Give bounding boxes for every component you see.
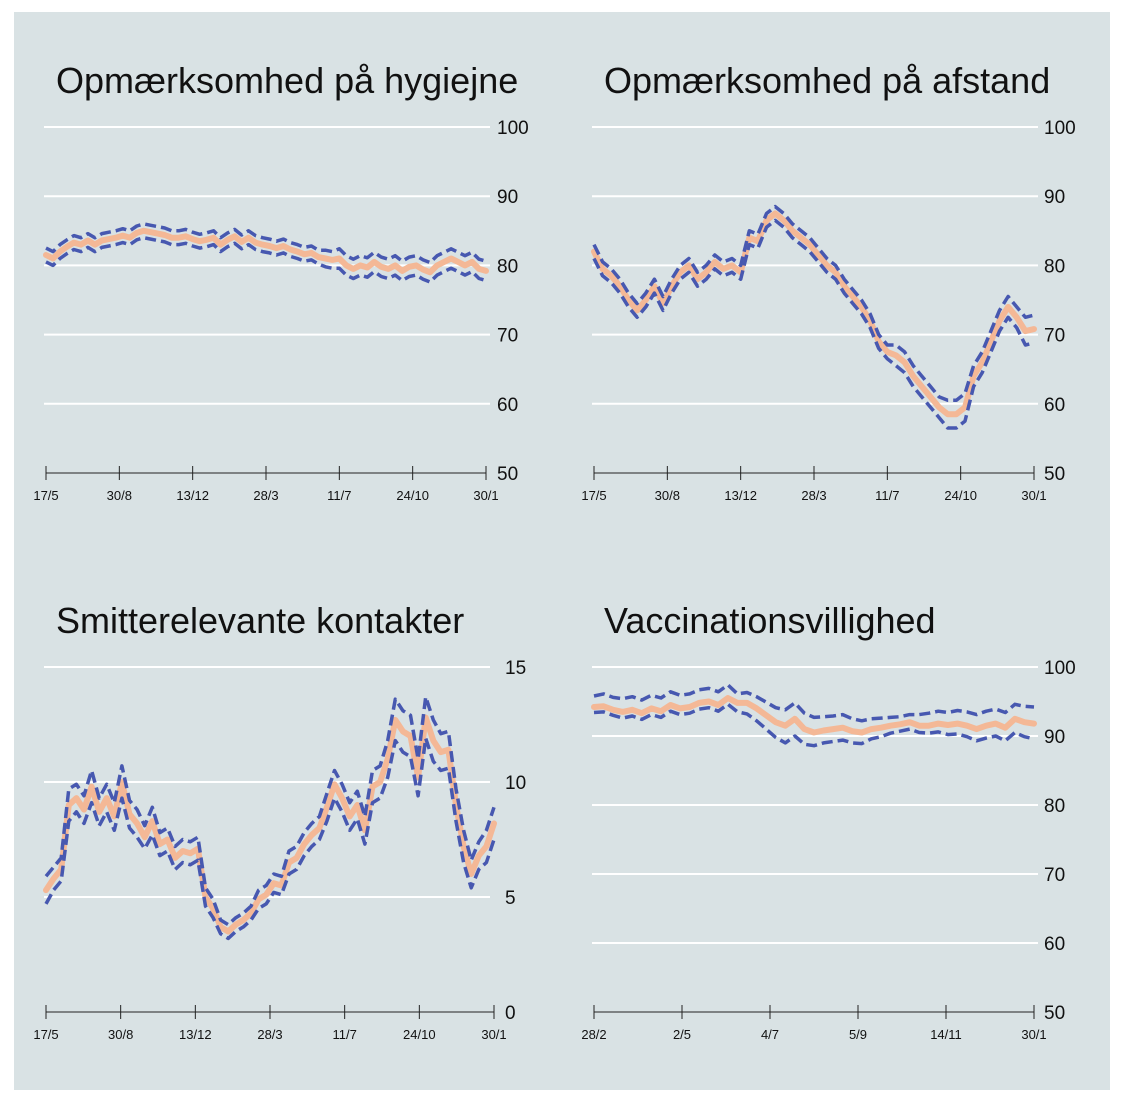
estimate-line [591, 695, 1037, 736]
x-tick-label: 11/7 [332, 1027, 356, 1042]
x-tick-label: 4/7 [761, 1027, 779, 1042]
x-tick-label: 24/10 [396, 488, 429, 503]
chart-distance: Opmærksomhed på afstand 50 60 70 80 90 100 17/… [581, 60, 1075, 503]
y-tick-label: 100 [1044, 118, 1076, 139]
x-tick-label: 17/5 [33, 488, 58, 503]
x-tick-label: 11/7 [875, 488, 899, 503]
chart-title: Opmærksomhed på hygiejne [56, 60, 518, 101]
x-tick-label: 30/8 [107, 488, 132, 503]
y-tick-label: 100 [497, 118, 529, 139]
y-tick-label: 90 [1044, 727, 1065, 748]
upper-ci-line [592, 204, 1035, 403]
estimate-line [591, 210, 1037, 418]
upper-ci-line [45, 222, 487, 265]
x-tick-label: 30/1 [1021, 488, 1046, 503]
y-tick-label: 0 [505, 1003, 516, 1024]
y-tick-label: 50 [1044, 1003, 1065, 1024]
y-tick-label: 5 [505, 888, 516, 909]
lower-ci-line [44, 736, 496, 941]
estimate-line [43, 714, 497, 935]
x-tick-label: 13/12 [179, 1027, 212, 1042]
x-tick-label: 28/3 [253, 488, 278, 503]
x-tick-label: 30/1 [1021, 1027, 1046, 1042]
y-tick-label: 50 [497, 464, 518, 485]
x-tick-label: 24/10 [403, 1027, 436, 1042]
y-tick-label: 60 [497, 395, 518, 416]
lower-ci-line [592, 218, 1035, 430]
y-tick-label: 60 [1044, 934, 1065, 955]
y-tick-label: 90 [1044, 187, 1065, 208]
x-tick-label: 17/5 [33, 1027, 58, 1042]
x-tick-label: 17/5 [581, 488, 606, 503]
y-tick-label: 70 [497, 326, 518, 347]
y-tick-label: 10 [505, 773, 526, 794]
y-tick-label: 90 [497, 187, 518, 208]
y-tick-label: 70 [1044, 326, 1065, 347]
chart-panel-background [14, 12, 1110, 1090]
y-tick-label: 100 [1044, 658, 1076, 679]
x-tick-label: 5/9 [849, 1027, 867, 1042]
x-tick-label: 24/10 [944, 488, 977, 503]
x-tick-label: 30/8 [655, 488, 680, 503]
lower-ci-line [593, 702, 1035, 748]
chart-contacts: Smitterelevante kontakter 0 5 10 15 17/5 30/8… [33, 600, 526, 1042]
y-tick-label: 80 [1044, 256, 1065, 277]
upper-ci-line [593, 683, 1035, 723]
y-tick-label: 70 [1044, 865, 1065, 886]
x-tick-label: 11/7 [327, 488, 351, 503]
x-tick-label: 28/3 [801, 488, 826, 503]
y-tick-label: 80 [1044, 796, 1065, 817]
estimate-line [43, 227, 489, 276]
x-tick-label: 30/1 [473, 488, 498, 503]
x-tick-label: 13/12 [176, 488, 209, 503]
x-tick-label: 28/3 [257, 1027, 282, 1042]
x-tick-label: 13/12 [724, 488, 757, 503]
chart-hygiene: Opmærksomhed på hygiejne 50 60 70 80 90 100 17… [33, 60, 528, 503]
upper-ci-line [44, 695, 496, 927]
y-tick-label: 60 [1044, 395, 1065, 416]
chart-title: Opmærksomhed på afstand [604, 60, 1050, 101]
chart-title: Smitterelevante kontakter [56, 600, 464, 641]
x-tick-label: 28/2 [581, 1027, 606, 1042]
chart-title: Vaccinationsvillighed [604, 600, 936, 641]
x-tick-label: 30/8 [108, 1027, 133, 1042]
y-tick-label: 50 [1044, 464, 1065, 485]
x-tick-label: 2/5 [673, 1027, 691, 1042]
chart-vaccination: Vaccinationsvillighed 50 60 70 80 90 100 28/2 2… [581, 600, 1075, 1042]
x-tick-label: 30/1 [481, 1027, 506, 1042]
y-tick-label: 80 [497, 256, 518, 277]
x-tick-label: 14/11 [930, 1027, 962, 1042]
lower-ci-line [45, 235, 487, 284]
y-tick-label: 15 [505, 658, 526, 679]
